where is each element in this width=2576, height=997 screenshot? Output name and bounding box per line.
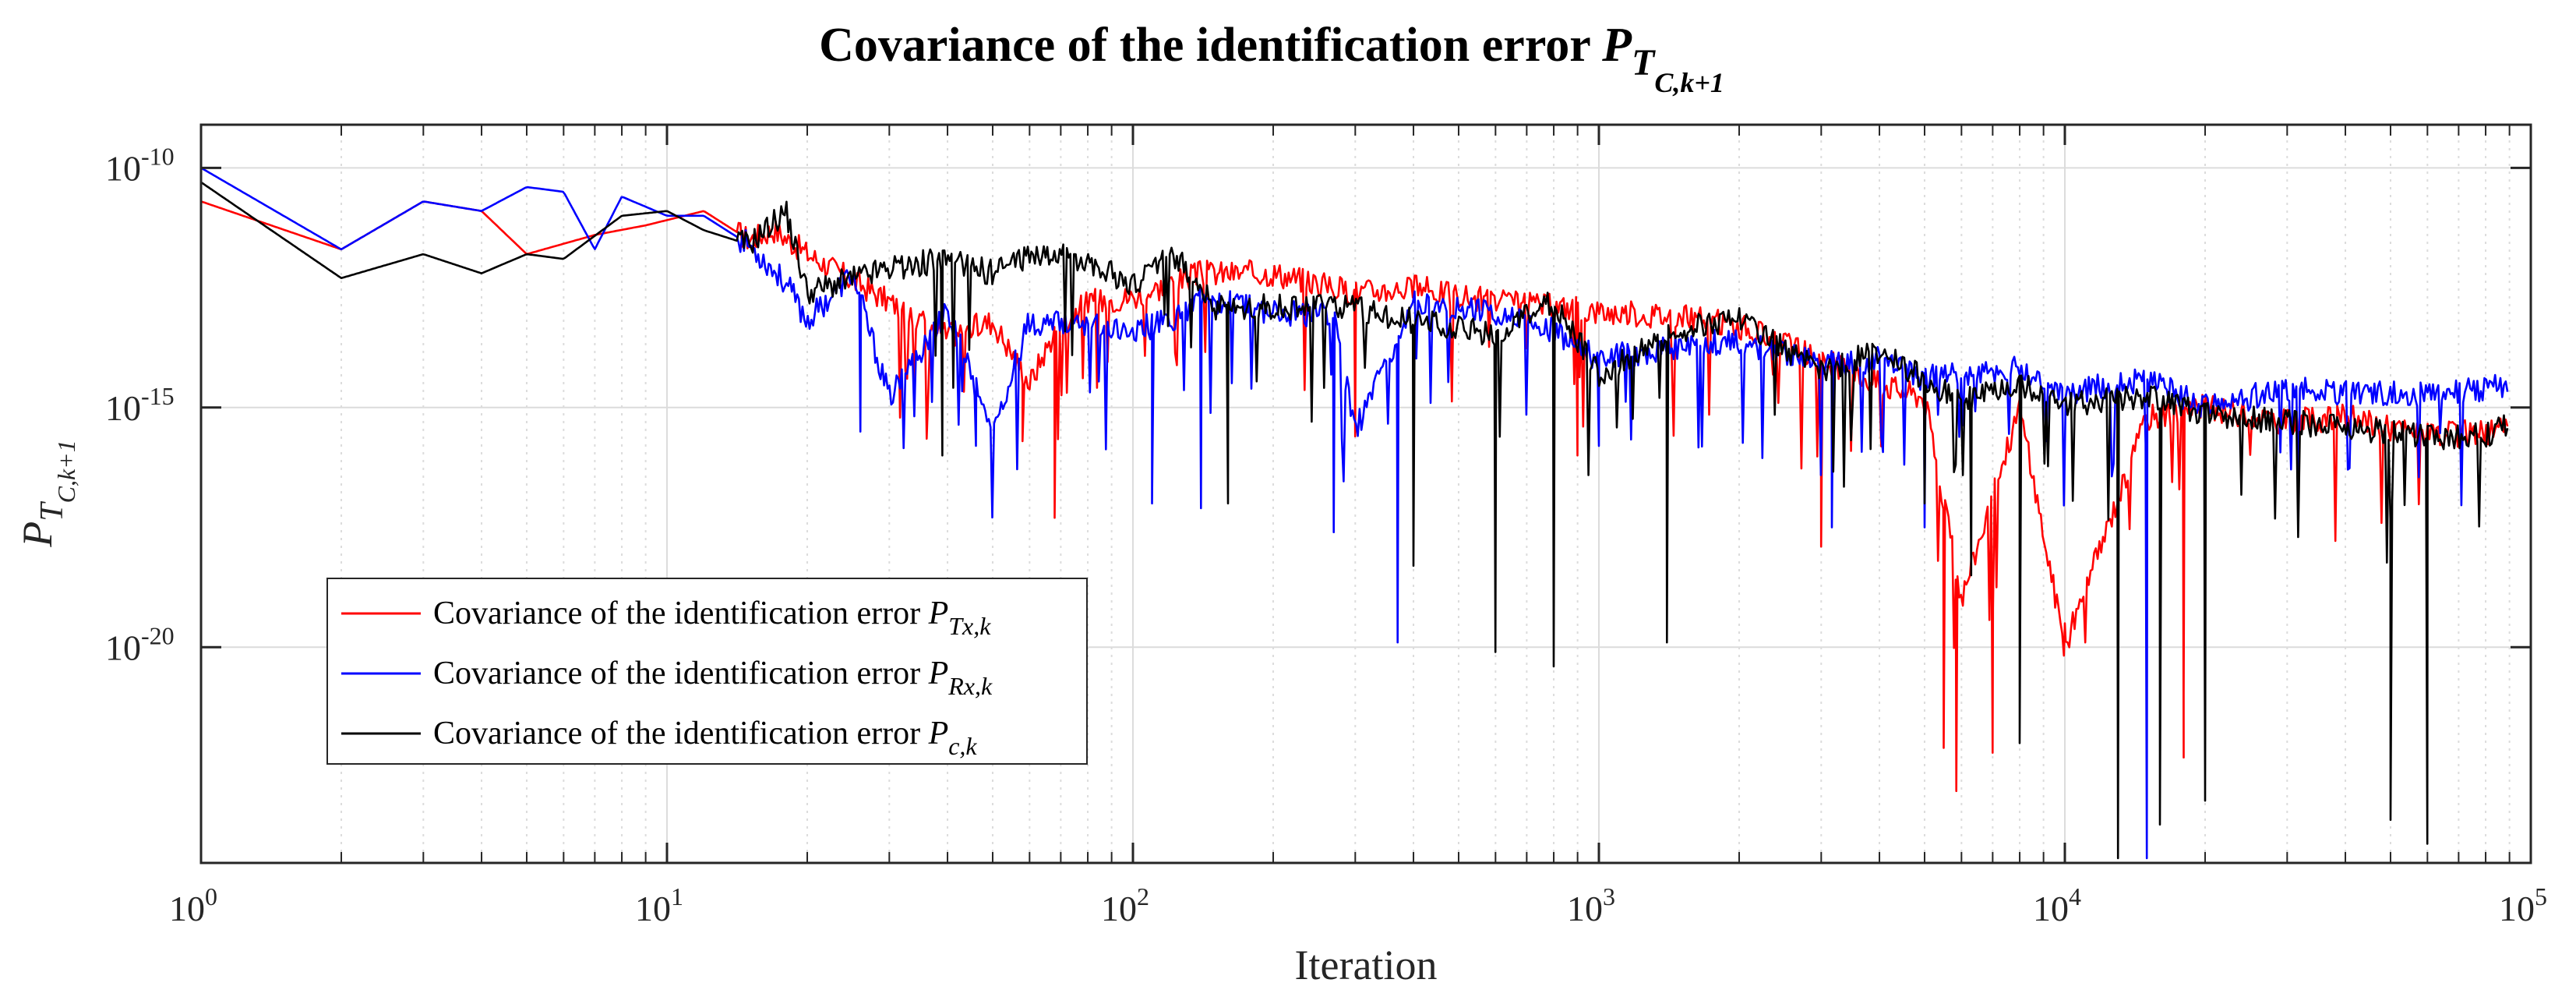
series-layer [200, 167, 2509, 860]
legend-label-3: Covariance of the identification error P… [433, 716, 977, 760]
x-tick-label: 101 [635, 882, 683, 928]
legend-box [326, 578, 1088, 765]
x-axis-label: Iteration [1295, 942, 1438, 988]
chart-title: Covariance of the identification error P… [819, 19, 1724, 98]
y-tick-label: 10-10 [105, 142, 175, 188]
x-tick-label: 102 [1101, 882, 1149, 928]
legend-label-2: Covariance of the identification error P… [433, 656, 993, 700]
y-tick-label: 10-20 [105, 621, 175, 667]
series-line-3 [200, 181, 2509, 860]
x-tick-label: 104 [2033, 882, 2081, 928]
x-tick-label: 103 [1567, 882, 1615, 928]
x-tick-label: 105 [2499, 882, 2547, 928]
y-tick-labels: 10-10 10-15 10-20 [105, 142, 175, 667]
x-tick-label: 100 [169, 882, 217, 928]
legend: Covariance of the identification error P… [326, 578, 1088, 765]
y-tick-label: 10-15 [105, 382, 175, 428]
x-tick-labels: 100 101 102 103 104 105 [169, 882, 2547, 928]
legend-label-1: Covariance of the identification error P… [433, 596, 991, 640]
series-line-2 [200, 167, 2509, 860]
y-axis-label: PTC,k+1 [14, 440, 80, 548]
axes-box [199, 123, 2532, 864]
